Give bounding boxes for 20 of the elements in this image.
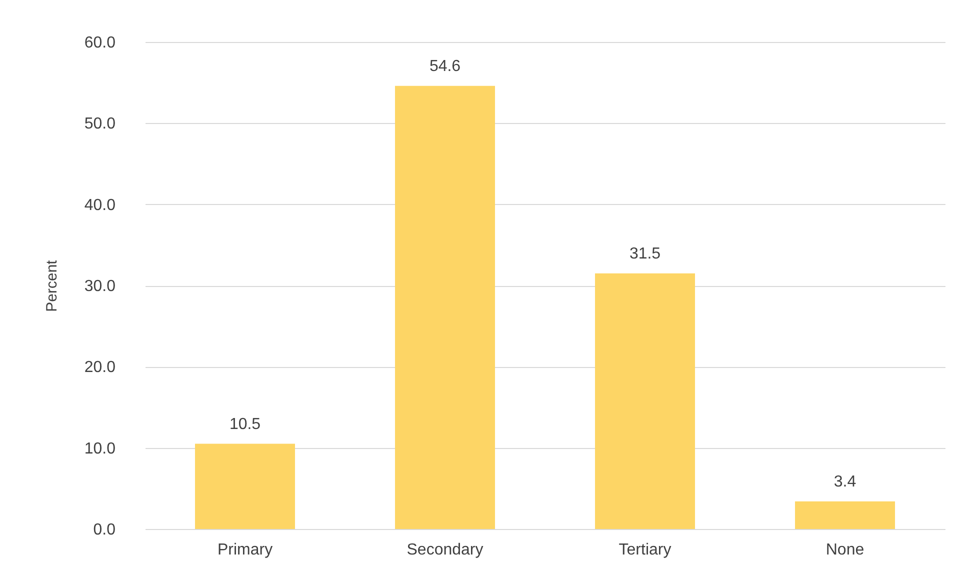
y-tick-label: 40.0 [84,196,116,214]
data-label: 3.4 [834,473,856,490]
data-label: 31.5 [629,245,661,262]
x-tick-label: Tertiary [618,542,672,558]
y-tick-label: 50.0 [84,116,116,133]
data-label: 10.5 [229,416,261,433]
bar [395,86,495,529]
bar [795,501,895,529]
bar [595,273,695,529]
data-label: 54.6 [429,58,461,75]
y-tick-label: 30.0 [84,278,116,295]
y-axis-title: Percent [43,259,60,312]
y-tick-label: 60.0 [84,34,116,52]
y-tick-label: 20.0 [84,359,116,376]
x-tick-label: None [826,542,864,558]
bar [195,444,295,529]
y-tick-label: 0.0 [93,522,116,538]
x-tick-label: Secondary [406,542,484,558]
y-tick-label: 10.0 [84,440,116,458]
x-tick-label: Primary [217,542,273,558]
